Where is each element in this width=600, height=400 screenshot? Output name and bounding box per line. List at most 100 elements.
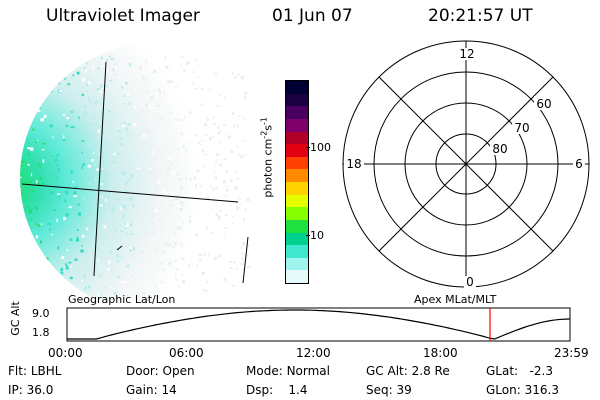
seq-field: Seq: 39 bbox=[366, 383, 412, 397]
image-speckle bbox=[201, 116, 205, 120]
image-speckle bbox=[174, 273, 177, 277]
image-speckle bbox=[180, 132, 183, 135]
image-speckle bbox=[223, 234, 225, 237]
image-speckle bbox=[101, 141, 104, 143]
image-speckle bbox=[233, 55, 236, 59]
image-speckle bbox=[130, 174, 134, 178]
image-speckle bbox=[214, 176, 218, 180]
colorbar-band bbox=[286, 245, 308, 258]
image-speckle bbox=[206, 196, 210, 200]
image-speckle bbox=[126, 232, 128, 235]
image-speckle bbox=[208, 136, 212, 141]
image-speckle bbox=[94, 160, 98, 164]
image-speckle bbox=[92, 154, 95, 158]
image-speckle bbox=[96, 232, 100, 234]
image-speckle bbox=[32, 128, 35, 131]
image-speckle bbox=[65, 263, 67, 266]
image-speckle bbox=[231, 223, 234, 225]
polar-label-60: 60 bbox=[536, 97, 551, 111]
image-speckle bbox=[240, 246, 243, 249]
image-speckle bbox=[41, 254, 45, 257]
image-speckle bbox=[244, 118, 246, 121]
image-speckle bbox=[205, 57, 207, 60]
image-speckle bbox=[49, 285, 51, 289]
image-speckle bbox=[57, 246, 60, 250]
image-speckle bbox=[125, 133, 130, 135]
image-speckle bbox=[155, 91, 159, 94]
image-speckle bbox=[181, 280, 184, 282]
polar-grid-plot: 12 18 6 0 60 70 80 bbox=[342, 40, 590, 289]
image-speckle bbox=[87, 142, 91, 147]
image-speckle bbox=[109, 72, 113, 74]
image-speckle bbox=[28, 142, 30, 144]
image-speckle bbox=[93, 152, 95, 154]
image-speckle bbox=[178, 217, 181, 220]
image-speckle bbox=[157, 88, 161, 92]
image-speckle bbox=[212, 136, 215, 138]
image-speckle bbox=[104, 287, 106, 289]
image-speckle bbox=[164, 276, 166, 279]
image-speckle bbox=[88, 129, 92, 132]
colorbar-band bbox=[286, 106, 308, 119]
image-speckle bbox=[229, 261, 232, 263]
image-speckle bbox=[99, 274, 102, 277]
image-speckle bbox=[145, 91, 149, 94]
image-speckle bbox=[242, 242, 246, 246]
image-speckle bbox=[49, 90, 53, 93]
image-speckle bbox=[94, 246, 99, 249]
colorbar bbox=[285, 80, 309, 284]
image-speckle bbox=[73, 195, 77, 197]
image-speckle bbox=[192, 71, 195, 73]
image-speckle bbox=[200, 205, 204, 208]
image-speckle bbox=[57, 178, 60, 180]
image-speckle bbox=[206, 280, 208, 283]
mode-field: Mode: Normal bbox=[246, 364, 330, 378]
image-speckle bbox=[174, 197, 179, 200]
image-speckle bbox=[184, 115, 186, 119]
image-speckle bbox=[38, 282, 42, 286]
image-speckle bbox=[166, 174, 169, 176]
image-speckle bbox=[240, 253, 244, 255]
image-speckle bbox=[166, 193, 168, 197]
image-speckle bbox=[223, 264, 225, 268]
image-speckle bbox=[178, 98, 181, 102]
image-speckle bbox=[139, 150, 143, 154]
image-speckle bbox=[88, 101, 92, 103]
image-speckle bbox=[234, 135, 238, 138]
image-speckle bbox=[236, 206, 239, 210]
image-speckle bbox=[139, 171, 141, 175]
image-speckle bbox=[178, 235, 182, 238]
image-speckle bbox=[43, 59, 48, 62]
image-speckle bbox=[179, 208, 183, 211]
image-speckle bbox=[181, 273, 183, 276]
image-speckle bbox=[151, 231, 155, 235]
image-speckle bbox=[242, 117, 245, 119]
image-speckle bbox=[25, 206, 29, 209]
image-speckle bbox=[180, 228, 182, 230]
image-speckle bbox=[127, 93, 130, 96]
image-speckle bbox=[77, 203, 80, 206]
image-speckle bbox=[232, 261, 236, 264]
image-speckle bbox=[243, 73, 246, 75]
image-speckle bbox=[70, 111, 74, 113]
image-speckle bbox=[60, 271, 62, 274]
image-speckle bbox=[196, 76, 199, 78]
image-speckle bbox=[120, 230, 124, 232]
image-speckle bbox=[146, 78, 149, 81]
image-speckle bbox=[151, 207, 153, 211]
gc-alt-field: GC Alt: 2.8 Re bbox=[366, 364, 450, 378]
image-speckle bbox=[241, 109, 243, 113]
image-speckle bbox=[134, 278, 136, 280]
image-speckle bbox=[141, 225, 145, 227]
colorbar-band bbox=[286, 156, 308, 170]
image-speckle bbox=[218, 215, 221, 219]
image-speckle bbox=[161, 230, 164, 233]
image-speckle bbox=[47, 222, 51, 225]
image-speckle bbox=[229, 267, 233, 270]
image-speckle bbox=[55, 155, 58, 158]
image-speckle bbox=[74, 58, 76, 61]
x-tick-2359: 23:59 bbox=[554, 346, 589, 360]
image-speckle bbox=[99, 293, 102, 296]
image-speckle bbox=[226, 188, 229, 192]
image-speckle bbox=[145, 110, 147, 114]
